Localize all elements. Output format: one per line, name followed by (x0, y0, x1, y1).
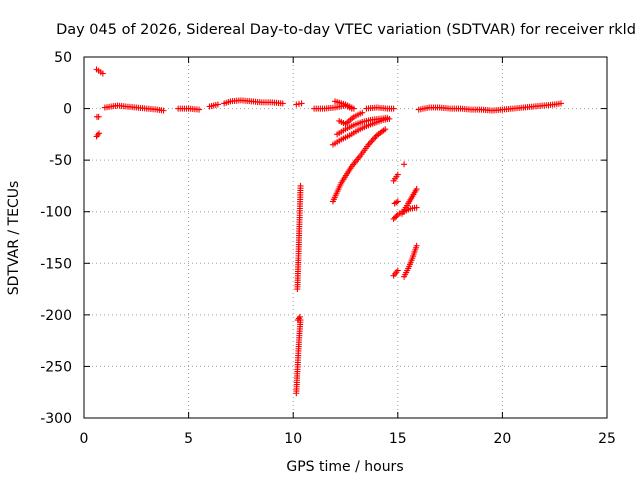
data-point (393, 213, 400, 220)
y-tick-label: -150 (40, 256, 72, 272)
data-series-segment (294, 182, 304, 293)
data-series-segment (221, 97, 286, 107)
data-series-segment (329, 126, 389, 205)
data-points (93, 66, 564, 397)
x-tick-label: 15 (389, 431, 407, 447)
data-point (196, 106, 203, 113)
data-series-segment (363, 104, 397, 112)
data-series-segment (390, 267, 401, 279)
x-tick-label: 0 (80, 431, 89, 447)
data-point (359, 109, 366, 116)
y-tick-label: 50 (54, 50, 72, 66)
y-tick-label: -250 (40, 359, 72, 375)
data-series-segment (293, 317, 304, 397)
y-axis-label: SDTVAR / TECUs (6, 181, 22, 296)
data-point (369, 137, 376, 144)
data-point (297, 182, 304, 189)
data-point (392, 214, 399, 221)
data-point (390, 105, 397, 112)
y-tick-label: -200 (40, 308, 72, 324)
data-point (94, 131, 101, 138)
data-point (557, 100, 564, 107)
data-series-segment (390, 171, 401, 184)
data-series-segment (391, 198, 401, 207)
data-series-segment (175, 105, 203, 113)
chart-title: Day 045 of 2026, Sidereal Day-to-day VTE… (56, 22, 636, 38)
data-point (96, 130, 103, 137)
data-point (298, 100, 305, 107)
y-tick-label: -100 (40, 205, 72, 221)
x-tick-label: 20 (493, 431, 511, 447)
data-point (413, 204, 420, 211)
data-point (214, 101, 221, 108)
plot-frame (83, 56, 608, 419)
data-point (413, 186, 420, 193)
data-point (384, 114, 391, 121)
data-point (350, 105, 357, 112)
data-point (160, 107, 167, 114)
data-point (372, 133, 379, 140)
tick-layer: 0 5 10 15 20 25 50 0 -50 -100 -150 -200 -250 -300 (40, 50, 616, 447)
data-point (382, 126, 389, 133)
data-point (366, 140, 373, 147)
data-series-segment (93, 130, 103, 140)
data-point (371, 135, 378, 142)
data-point (99, 70, 106, 77)
data-point (401, 161, 408, 168)
data-point (413, 242, 420, 249)
data-series-segment (334, 114, 391, 138)
x-tick-label: 25 (598, 431, 616, 447)
x-tick-label: 10 (284, 431, 302, 447)
data-point (394, 267, 401, 274)
grid-layer (84, 57, 607, 418)
data-series-segment (332, 98, 357, 112)
data-series-segment (401, 161, 408, 168)
data-point (394, 171, 401, 178)
data-point (390, 215, 397, 222)
data-series-segment (398, 186, 420, 217)
data-series-segment (93, 113, 102, 120)
data-point (394, 198, 401, 205)
data-series-segment (293, 100, 305, 108)
data-series-segment (401, 242, 420, 280)
x-tick-label: 5 (184, 431, 193, 447)
data-point (297, 317, 304, 324)
data-point (279, 100, 286, 107)
data-series-segment (101, 102, 167, 114)
data-point (296, 313, 303, 320)
data-point (95, 113, 102, 120)
data-series-segment (336, 109, 366, 128)
data-point (368, 138, 375, 145)
y-tick-label: 0 (63, 102, 72, 118)
y-tick-label: -50 (49, 153, 72, 169)
y-tick-label: -300 (40, 411, 72, 427)
data-series-segment (415, 100, 564, 114)
x-axis-label: GPS time / hours (286, 459, 403, 475)
data-series-segment (93, 66, 106, 77)
data-series-segment (206, 101, 221, 110)
